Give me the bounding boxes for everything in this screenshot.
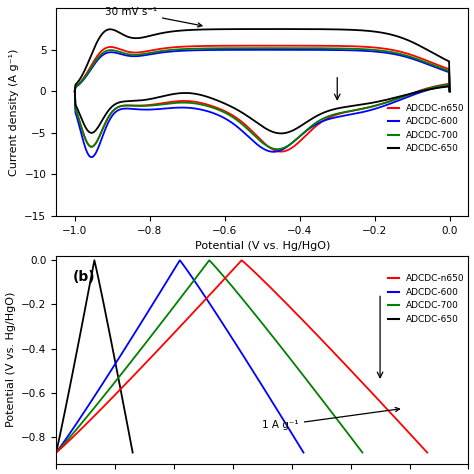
Y-axis label: Potential (V vs. Hg/HgO): Potential (V vs. Hg/HgO): [6, 292, 16, 428]
Y-axis label: Current density (A g⁻¹): Current density (A g⁻¹): [9, 48, 19, 176]
Text: (b): (b): [73, 270, 95, 284]
Legend: ADCDC-n650, ADCDC-600, ADCDC-700, ADCDC-650: ADCDC-n650, ADCDC-600, ADCDC-700, ADCDC-…: [384, 100, 468, 157]
X-axis label: Potential (V vs. Hg/HgO): Potential (V vs. Hg/HgO): [194, 241, 330, 251]
Text: 30 mV s⁻¹: 30 mV s⁻¹: [105, 7, 202, 27]
Text: 1 A g⁻¹: 1 A g⁻¹: [262, 408, 400, 430]
Legend: ADCDC-n650, ADCDC-600, ADCDC-700, ADCDC-650: ADCDC-n650, ADCDC-600, ADCDC-700, ADCDC-…: [384, 271, 468, 328]
